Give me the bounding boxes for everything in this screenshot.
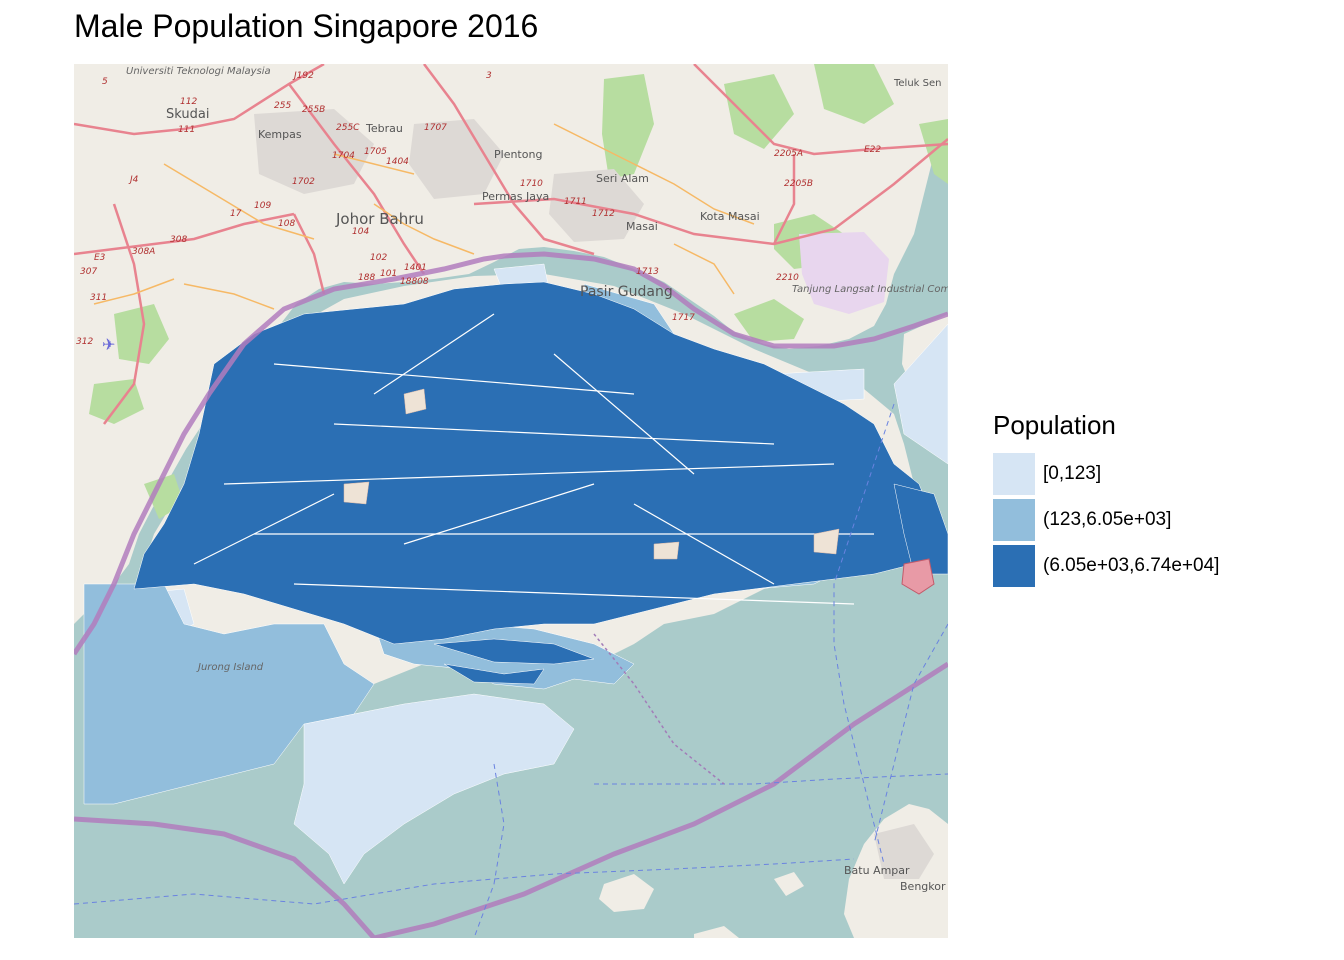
major-roads — [74, 64, 948, 425]
place-labels: Skudai Kempas Tebrau Plentong Seri Alam … — [166, 78, 946, 893]
italic-place-labels: Universiti Teknologi Malaysia Tanjung La… — [126, 66, 948, 673]
road-label: 18808 — [400, 277, 429, 287]
road-label: 101 — [380, 269, 397, 279]
road-label: 1713 — [636, 267, 659, 277]
place-permas-jaya: Permas Jaya — [482, 190, 549, 203]
place-seri-alam: Seri Alam — [596, 172, 649, 185]
place-plentong: Plentong — [494, 148, 542, 161]
road-label: 102 — [370, 253, 387, 263]
road-label: 108 — [278, 219, 295, 229]
ferry-route — [593, 633, 725, 785]
road-label: 17 — [230, 209, 242, 219]
place-jurong-island: Jurong Island — [196, 662, 264, 673]
international-border — [74, 251, 948, 938]
minor-roads — [93, 123, 755, 310]
legend-swatch-mid — [993, 499, 1035, 541]
road-label: 5 — [102, 77, 108, 87]
polygon-slivers — [193, 313, 874, 605]
island-south-3 — [774, 872, 804, 896]
place-kota-masai: Kota Masai — [700, 210, 760, 223]
road-label: 311 — [90, 293, 107, 303]
road-label: 308A — [132, 247, 155, 257]
place-masai: Masai — [626, 220, 658, 233]
road-label: 308 — [170, 235, 187, 245]
legend-item-low: [0,123] — [993, 451, 1219, 497]
legend-label-mid: (123,6.05e+03] — [1043, 509, 1172, 530]
land-patches — [343, 388, 840, 560]
road-label: E3 — [94, 253, 106, 263]
airport-icon: ✈ — [102, 337, 115, 354]
road-label: 1712 — [592, 209, 615, 219]
legend: Population [0,123] (123,6.05e+03] (6.05e… — [993, 410, 1219, 589]
road-label: 2205B — [784, 179, 813, 189]
map-panel[interactable]: Skudai Kempas Tebrau Plentong Seri Alam … — [74, 64, 948, 938]
map-title: Male Population Singapore 2016 — [74, 8, 539, 44]
road-label: 307 — [80, 267, 97, 277]
place-pasir-gudang: Pasir Gudang — [580, 284, 673, 300]
road-label: 255 — [274, 101, 291, 111]
island-south-2 — [694, 926, 739, 938]
road-label: 3 — [486, 71, 492, 81]
restricted-area — [901, 558, 935, 595]
road-label: 255C — [336, 123, 360, 133]
road-label: 1717 — [672, 313, 695, 323]
industrial-tanjung-langsat — [799, 232, 889, 314]
place-johor-bahru: Johor Bahru — [335, 210, 424, 228]
road-label: E22 — [864, 145, 881, 155]
road-label: 104 — [352, 227, 369, 237]
legend-item-mid: (123,6.05e+03] — [993, 497, 1219, 543]
place-tebrau: Tebrau — [365, 122, 403, 135]
legend-title: Population — [993, 410, 1116, 440]
road-label: 111 — [178, 125, 195, 135]
shipping-lanes — [74, 403, 948, 938]
road-label: 1705 — [364, 147, 387, 157]
land-malaysia — [74, 64, 948, 624]
choropleth-dark — [133, 281, 948, 685]
road-label: 1707 — [424, 123, 447, 133]
legend-label-high: (6.05e+03,6.74e+04] — [1043, 555, 1220, 576]
road-label: 1404 — [386, 157, 409, 167]
road-label: 2210 — [776, 273, 799, 283]
road-label: 2205A — [774, 149, 803, 159]
road-label: 312 — [76, 337, 93, 347]
legend-swatch-high — [993, 545, 1035, 587]
road-label: 1710 — [520, 179, 543, 189]
forest-areas — [89, 64, 948, 519]
road-label: 1401 — [404, 263, 427, 273]
road-label: 188 — [358, 273, 375, 283]
road-label: J4 — [128, 175, 139, 185]
place-tanjung-langsat: Tanjung Langsat Industrial Complex — [792, 284, 948, 295]
road-label: 109 — [254, 201, 271, 211]
legend-swatch-low — [993, 453, 1035, 495]
road-label: 112 — [180, 97, 197, 107]
place-kempas: Kempas — [258, 128, 302, 141]
road-label: 255B — [302, 105, 325, 115]
urban-areas — [254, 109, 934, 879]
road-labels: J192 E22 E3 J4 2205A 2205B 2210 1717 171… — [76, 71, 881, 347]
place-teluk-sen: Teluk Sen — [893, 78, 942, 89]
legend-item-high: (6.05e+03,6.74e+04] — [993, 543, 1219, 589]
place-skudai: Skudai — [166, 107, 209, 122]
island-south-1 — [599, 874, 654, 912]
road-label: 1702 — [292, 177, 315, 187]
place-utm: Universiti Teknologi Malaysia — [126, 66, 271, 77]
place-batu-ampar: Batu Ampar — [844, 864, 910, 877]
road-label: 1704 — [332, 151, 355, 161]
road-label: 1711 — [564, 197, 587, 207]
legend-label-low: [0,123] — [1043, 463, 1102, 484]
road-label: J192 — [292, 71, 314, 81]
place-bengkor: Bengkor — [900, 880, 946, 893]
